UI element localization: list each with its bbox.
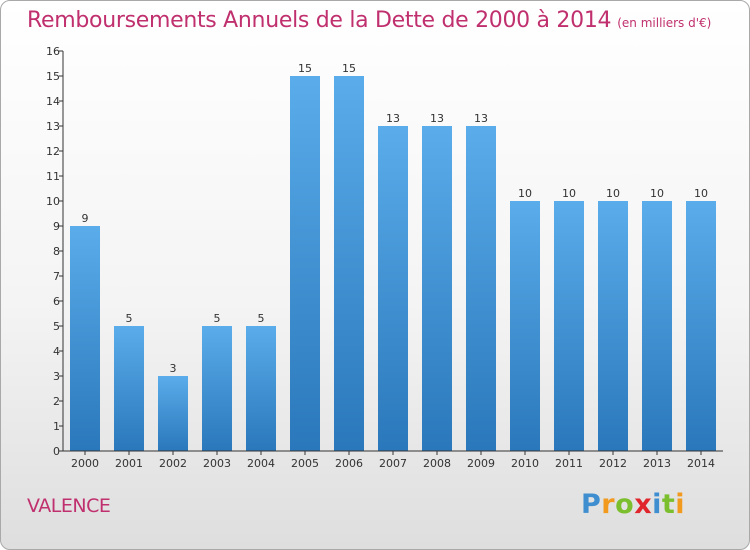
x-tick-label: 2014 [687,457,715,470]
y-tick-label: 2 [53,395,60,408]
bar-value-label: 13 [430,112,444,125]
bar [246,326,276,451]
x-tick-label: 2005 [291,457,319,470]
x-tick-label: 2009 [467,457,495,470]
x-tick-label: 2010 [511,457,539,470]
y-tick-label: 8 [53,245,60,258]
bar [554,201,584,451]
x-tick-label: 2002 [159,457,187,470]
bar-value-label: 13 [474,112,488,125]
bar-value-label: 3 [170,362,177,375]
bar [378,126,408,451]
y-tick-label: 15 [46,70,60,83]
x-tick-label: 2011 [555,457,583,470]
x-tick-label: 2001 [115,457,143,470]
x-tick-label: 2007 [379,457,407,470]
bar [598,201,628,451]
y-tick-label: 5 [53,320,60,333]
y-tick-label: 6 [53,295,60,308]
y-tick-label: 16 [46,45,60,58]
bar [686,201,716,451]
bar [466,126,496,451]
y-tick-label: 10 [46,195,60,208]
x-axis: 2000 2001 2002 2003 2004 2005 2006 2007 2008 2009… [63,450,723,470]
x-tick-label: 2008 [423,457,451,470]
bar-value-label: 10 [694,187,708,200]
bar-value-label: 9 [82,212,89,225]
x-tick-label: 2013 [643,457,671,470]
city-name: VALENCE [27,495,111,517]
x-tick-label: 2006 [335,457,363,470]
y-tick-label: 4 [53,345,60,358]
x-tick-label: 2004 [247,457,275,470]
y-tick-label: 14 [46,95,60,108]
proxiti-logo: Proxiti [581,489,686,520]
bar-value-label: 15 [342,62,356,75]
chart-title: Remboursements Annuels de la Dette de 20… [27,8,711,33]
bar [114,326,144,451]
bar-value-label: 10 [562,187,576,200]
x-tick-label: 2012 [599,457,627,470]
bar-value-label: 10 [518,187,532,200]
bar [422,126,452,451]
bar-value-label: 13 [386,112,400,125]
bars: 9 5 3 5 5 15 15 13 13 13 10 10 10 10 10 [70,62,716,451]
y-tick-label: 9 [53,220,60,233]
bar [202,326,232,451]
bar [290,76,320,451]
x-tick-label: 2003 [203,457,231,470]
y-tick-label: 0 [53,445,60,458]
bar [642,201,672,451]
bar [334,76,364,451]
y-tick-label: 7 [53,270,60,283]
bar-value-label: 5 [126,312,133,325]
chart-title-text: Remboursements Annuels de la Dette de 20… [27,8,612,33]
bar [158,376,188,451]
bar [70,226,100,451]
bar-value-label: 15 [298,62,312,75]
bar-value-label: 10 [650,187,664,200]
x-tick-label: 2000 [71,457,99,470]
bar [510,201,540,451]
chart-unit: (en milliers d'€) [617,16,712,30]
bar-value-label: 5 [214,312,221,325]
bar-value-label: 10 [606,187,620,200]
y-tick-label: 12 [46,145,60,158]
y-tick-label: 13 [46,120,60,133]
y-tick-label: 1 [53,420,60,433]
bar-value-label: 5 [258,312,265,325]
y-tick-label: 3 [53,370,60,383]
y-tick-label: 11 [46,170,60,183]
